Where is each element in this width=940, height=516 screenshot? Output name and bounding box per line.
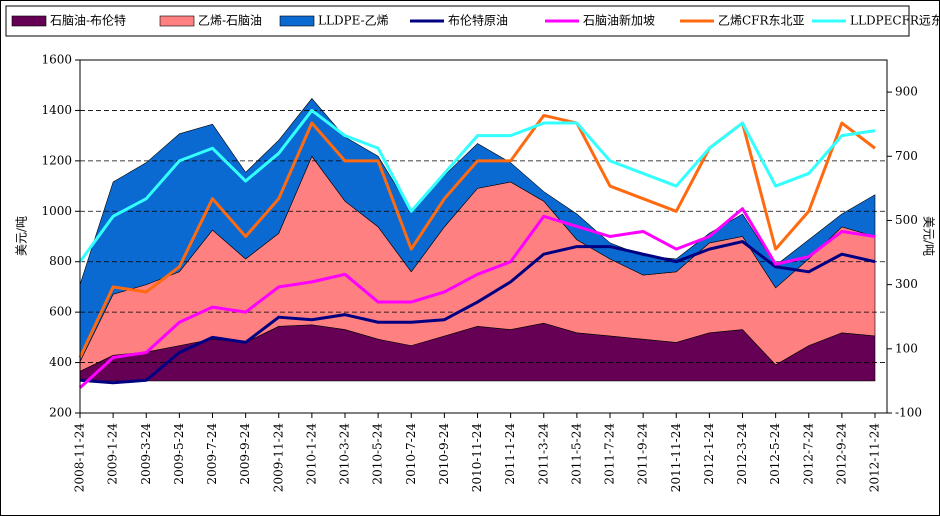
y2-tick-label: 300	[895, 277, 918, 291]
x-tick-label: 2009-9-24	[238, 423, 252, 485]
y-tick-label: 800	[49, 254, 72, 268]
x-tick-label: 2012-3-24	[735, 423, 749, 485]
legend-label: LLDPECFR远东	[850, 14, 940, 28]
line-series	[78, 108, 876, 263]
y2-axis-label: 美元/吨	[922, 216, 936, 256]
legend-label: 石脑油-布伦特	[50, 13, 126, 28]
x-tick-label: 2012-9-24	[834, 423, 848, 485]
x-tick-label: 2011-9-24	[636, 423, 650, 485]
legend-label: LLDPE-乙烯	[318, 14, 389, 28]
y-tick-label: 400	[49, 355, 72, 369]
x-tick-label: 2011-5-24	[569, 423, 583, 485]
y-tick-label: 200	[49, 406, 72, 420]
y2-tick-label: 500	[895, 213, 918, 227]
legend-box	[5, 5, 910, 37]
x-tick-label: 2011-11-24	[669, 423, 683, 493]
x-tick-label: 2011-7-24	[603, 423, 617, 485]
y2-tick-label: 100	[895, 341, 918, 355]
x-tick-label: 2012-5-24	[768, 423, 782, 485]
x-tick-label: 2010-5-24	[371, 423, 385, 485]
plot-border	[79, 59, 888, 414]
x-tick-label: 2012-11-24	[868, 423, 882, 493]
x-tick-label: 2011-3-24	[536, 423, 550, 485]
x-tick-label: 2012-7-24	[801, 423, 815, 485]
line-series	[79, 240, 876, 385]
legend-label: 石脑油新加坡	[583, 13, 655, 28]
legend-swatch	[279, 15, 315, 27]
y-tick-label: 1000	[41, 204, 72, 218]
y-tick-label: 1200	[41, 153, 72, 167]
legend-label: 布伦特原油	[448, 13, 508, 28]
x-tick-label: 2010-3-24	[338, 423, 352, 485]
x-tick-label: 2010-11-24	[470, 423, 484, 493]
y2-tick-label: -100	[895, 406, 922, 420]
legend-swatch	[159, 15, 195, 27]
x-tick-label: 2010-9-24	[437, 423, 451, 485]
x-tick-label: 2008-11-24	[73, 423, 87, 493]
y2-tick-label: 900	[895, 85, 918, 99]
y-tick-label: 1400	[41, 103, 72, 117]
line-series	[78, 207, 876, 389]
y-tick-label: 600	[49, 305, 72, 319]
x-tick-label: 2010-1-24	[304, 423, 318, 485]
x-tick-label: 2011-1-24	[503, 423, 517, 485]
y-tick-label: 1600	[41, 53, 72, 67]
x-tick-label: 2009-1-24	[106, 423, 120, 485]
x-tick-label: 2009-5-24	[172, 423, 186, 485]
x-tick-label: 2010-7-24	[404, 423, 418, 485]
y2-tick-label: 700	[895, 149, 918, 163]
x-tick-label: 2009-3-24	[139, 423, 153, 485]
x-tick-label: 2009-11-24	[271, 423, 285, 493]
legend-swatch	[11, 15, 47, 27]
x-tick-label: 2009-7-24	[205, 423, 219, 485]
x-tick-label: 2012-1-24	[702, 423, 716, 485]
legend-label: 乙烯CFR东北亚	[718, 14, 805, 28]
legend-label: 乙烯-石脑油	[198, 14, 262, 28]
y-axis-label: 美元/吨	[15, 216, 29, 256]
